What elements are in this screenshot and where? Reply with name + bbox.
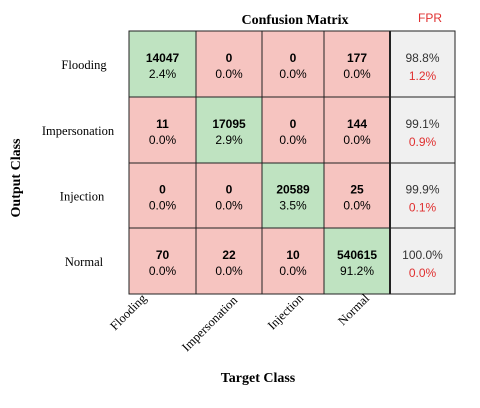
- summary-fpr: 0.1%: [409, 201, 437, 215]
- matrix-cell: [195, 162, 263, 229]
- matrix-cell: [261, 30, 325, 98]
- cell-count: 11: [156, 117, 169, 131]
- cell-count: 177: [347, 51, 367, 65]
- cell-count: 20589: [276, 183, 310, 197]
- matrix-cell: [128, 96, 197, 164]
- y-axis-label: Output Class: [9, 138, 24, 218]
- matrix-cell: [195, 227, 263, 295]
- summary-fpr: 1.2%: [409, 69, 437, 83]
- row-tick-label: Injection: [60, 190, 105, 204]
- fpr-label: FPR: [418, 11, 442, 25]
- cell-count: 0: [290, 51, 297, 65]
- cell-percent: 0.0%: [149, 199, 177, 213]
- cell-percent: 2.9%: [215, 133, 243, 147]
- summary-fpr: 0.0%: [409, 266, 437, 280]
- summary-cell: [389, 96, 456, 164]
- summary-cell: [389, 227, 456, 295]
- summary-correct: 100.0%: [402, 248, 443, 262]
- cell-percent: 3.5%: [279, 199, 307, 213]
- cell-percent: 0.0%: [279, 67, 307, 81]
- row-tick-label: Impersonation: [42, 124, 115, 138]
- matrix-cell: [323, 30, 391, 98]
- matrix-cell: [128, 227, 197, 295]
- cell-percent: 0.0%: [343, 199, 371, 213]
- cell-percent: 91.2%: [340, 264, 374, 278]
- cell-percent: 0.0%: [279, 133, 307, 147]
- summary-fpr: 0.9%: [409, 135, 437, 149]
- cell-percent: 0.0%: [149, 133, 177, 147]
- column-tick-label: Flooding: [107, 291, 149, 333]
- cell-percent: 0.0%: [149, 264, 177, 278]
- matrix-cell: [323, 227, 391, 295]
- column-tick-label: Injection: [265, 291, 307, 333]
- matrix-grid: 14047 2.4% 0 0.0% 0 0.0% 177 0.0% 98.8% 1.2% 11 0.0…: [128, 30, 456, 295]
- cell-count: 0: [159, 183, 166, 197]
- cell-percent: 0.0%: [343, 133, 371, 147]
- cell-count: 22: [222, 248, 236, 262]
- matrix-cell: [261, 227, 325, 295]
- matrix-cell: [323, 162, 391, 229]
- cell-count: 540615: [337, 248, 377, 262]
- matrix-cell: [261, 96, 325, 164]
- cell-count: 70: [156, 248, 170, 262]
- x-axis-label: Target Class: [221, 371, 296, 386]
- cell-count: 0: [226, 183, 233, 197]
- column-tick-label: Impersonation: [179, 293, 240, 354]
- cell-percent: 0.0%: [215, 264, 243, 278]
- column-tick-label: Normal: [335, 291, 372, 328]
- cell-percent: 2.4%: [149, 67, 177, 81]
- matrix-cell: [195, 30, 263, 98]
- row-tick-label: Normal: [65, 255, 104, 269]
- cell-count: 0: [226, 51, 233, 65]
- summary-cell: [389, 162, 456, 229]
- summary-correct: 99.9%: [405, 183, 439, 197]
- summary-correct: 99.1%: [405, 117, 439, 131]
- cell-count: 10: [286, 248, 300, 262]
- cell-percent: 0.0%: [343, 67, 371, 81]
- cell-percent: 0.0%: [215, 199, 243, 213]
- summary-correct: 98.8%: [405, 51, 439, 65]
- cell-count: 144: [347, 117, 367, 131]
- row-tick-label: Flooding: [61, 58, 107, 72]
- cell-count: 25: [350, 183, 364, 197]
- chart-title: Confusion Matrix: [242, 13, 349, 28]
- cell-count: 0: [290, 117, 297, 131]
- cell-percent: 0.0%: [279, 264, 307, 278]
- cell-percent: 0.0%: [215, 67, 243, 81]
- cell-count: 14047: [146, 51, 180, 65]
- matrix-cell: [128, 30, 197, 98]
- cell-count: 17095: [212, 117, 246, 131]
